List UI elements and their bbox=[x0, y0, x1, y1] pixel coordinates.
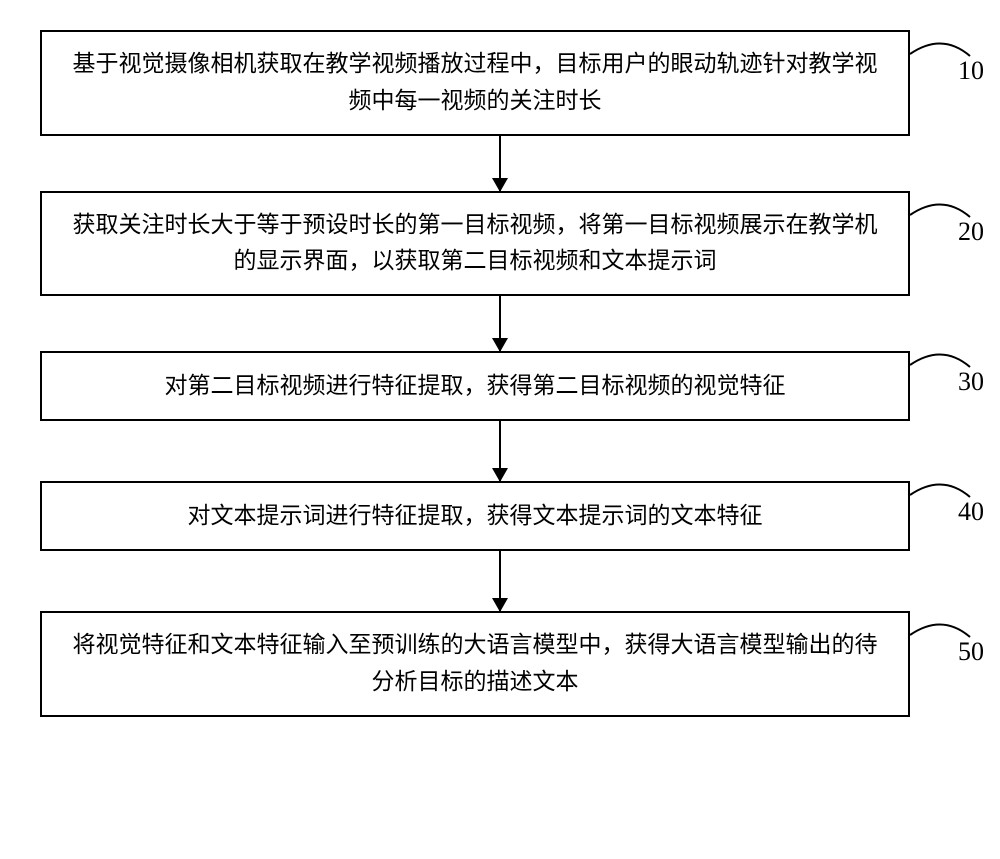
flow-step-label: 10 bbox=[958, 58, 984, 84]
flow-step: 对文本提示词进行特征提取，获得文本提示词的文本特征 40 bbox=[40, 481, 960, 551]
flow-arrow bbox=[65, 421, 935, 481]
flow-step-box: 对文本提示词进行特征提取，获得文本提示词的文本特征 bbox=[40, 481, 910, 551]
connector-path bbox=[910, 485, 970, 498]
flow-step-text: 将视觉特征和文本特征输入至预训练的大语言模型中，获得大语言模型输出的待分析目标的… bbox=[72, 627, 878, 701]
flow-step-text: 对第二目标视频进行特征提取，获得第二目标视频的视觉特征 bbox=[165, 368, 786, 405]
flowchart: 基于视觉摄像相机获取在教学视频播放过程中，目标用户的眼动轨迹针对教学视频中每一视… bbox=[40, 30, 960, 717]
flow-step-box: 将视觉特征和文本特征输入至预训练的大语言模型中，获得大语言模型输出的待分析目标的… bbox=[40, 611, 910, 717]
flow-step: 基于视觉摄像相机获取在教学视频播放过程中，目标用户的眼动轨迹针对教学视频中每一视… bbox=[40, 30, 960, 136]
connector-path bbox=[910, 43, 970, 56]
flow-step-text: 基于视觉摄像相机获取在教学视频播放过程中，目标用户的眼动轨迹针对教学视频中每一视… bbox=[72, 46, 878, 120]
flow-step: 对第二目标视频进行特征提取，获得第二目标视频的视觉特征 30 bbox=[40, 351, 960, 421]
flow-step-box: 基于视觉摄像相机获取在教学视频播放过程中，目标用户的眼动轨迹针对教学视频中每一视… bbox=[40, 30, 910, 136]
flow-arrow bbox=[65, 136, 935, 191]
connector-path bbox=[910, 204, 970, 217]
flow-step-label: 50 bbox=[958, 639, 984, 665]
connector-path bbox=[910, 355, 970, 368]
flow-step-box: 获取关注时长大于等于预设时长的第一目标视频，将第一目标视频展示在教学机的显示界面… bbox=[40, 191, 910, 297]
flow-step-text: 对文本提示词进行特征提取，获得文本提示词的文本特征 bbox=[188, 498, 763, 535]
flow-step-label: 40 bbox=[958, 499, 984, 525]
flow-arrow bbox=[65, 296, 935, 351]
flow-step: 获取关注时长大于等于预设时长的第一目标视频，将第一目标视频展示在教学机的显示界面… bbox=[40, 191, 960, 297]
flow-step-box: 对第二目标视频进行特征提取，获得第二目标视频的视觉特征 bbox=[40, 351, 910, 421]
flow-step-label: 20 bbox=[958, 219, 984, 245]
flow-step-text: 获取关注时长大于等于预设时长的第一目标视频，将第一目标视频展示在教学机的显示界面… bbox=[72, 207, 878, 281]
connector-path bbox=[910, 625, 970, 638]
flow-step: 将视觉特征和文本特征输入至预训练的大语言模型中，获得大语言模型输出的待分析目标的… bbox=[40, 611, 960, 717]
flow-arrow bbox=[65, 551, 935, 611]
flow-step-label: 30 bbox=[958, 369, 984, 395]
